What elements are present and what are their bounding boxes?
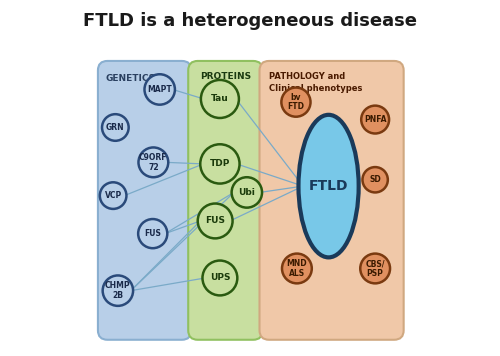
Circle shape [201, 80, 239, 118]
Circle shape [102, 276, 133, 306]
Text: PNFA: PNFA [364, 115, 386, 124]
Text: VCP: VCP [104, 191, 122, 200]
Text: CHMP
2B: CHMP 2B [105, 281, 130, 300]
Text: PATHOLOGY and
Clinical phenotypes: PATHOLOGY and Clinical phenotypes [269, 72, 362, 93]
Text: PROTEINS: PROTEINS [200, 72, 251, 81]
Circle shape [138, 219, 168, 248]
Text: MND
ALS: MND ALS [286, 259, 307, 278]
Text: UPS: UPS [210, 273, 230, 282]
FancyBboxPatch shape [98, 61, 192, 340]
Circle shape [100, 182, 126, 209]
Text: Tau: Tau [211, 94, 229, 104]
Ellipse shape [298, 115, 358, 257]
FancyBboxPatch shape [260, 61, 404, 340]
Text: bv
FTD: bv FTD [288, 93, 304, 111]
Circle shape [198, 204, 232, 239]
Circle shape [360, 253, 390, 283]
Text: GENETICS: GENETICS [106, 74, 156, 83]
Text: GRN: GRN [106, 123, 124, 132]
Circle shape [232, 177, 262, 208]
Text: SD: SD [370, 175, 381, 184]
Text: Ubi: Ubi [238, 188, 256, 197]
Text: TDP: TDP [210, 159, 230, 168]
Circle shape [102, 114, 128, 141]
Text: CBS/
PSP: CBS/ PSP [366, 259, 385, 278]
Circle shape [362, 167, 388, 193]
Circle shape [202, 261, 237, 295]
Circle shape [361, 106, 389, 134]
Text: FUS: FUS [205, 216, 225, 225]
Circle shape [282, 253, 312, 283]
Text: FTLD: FTLD [309, 179, 348, 193]
Circle shape [144, 74, 175, 105]
Text: MAPT: MAPT [148, 85, 172, 94]
FancyBboxPatch shape [188, 61, 262, 340]
Text: C9ORF
72: C9ORF 72 [139, 153, 168, 172]
Text: FUS: FUS [144, 229, 161, 238]
Text: FTLD is a heterogeneous disease: FTLD is a heterogeneous disease [83, 12, 417, 31]
Circle shape [200, 144, 239, 184]
Circle shape [282, 88, 310, 117]
Circle shape [138, 147, 168, 177]
